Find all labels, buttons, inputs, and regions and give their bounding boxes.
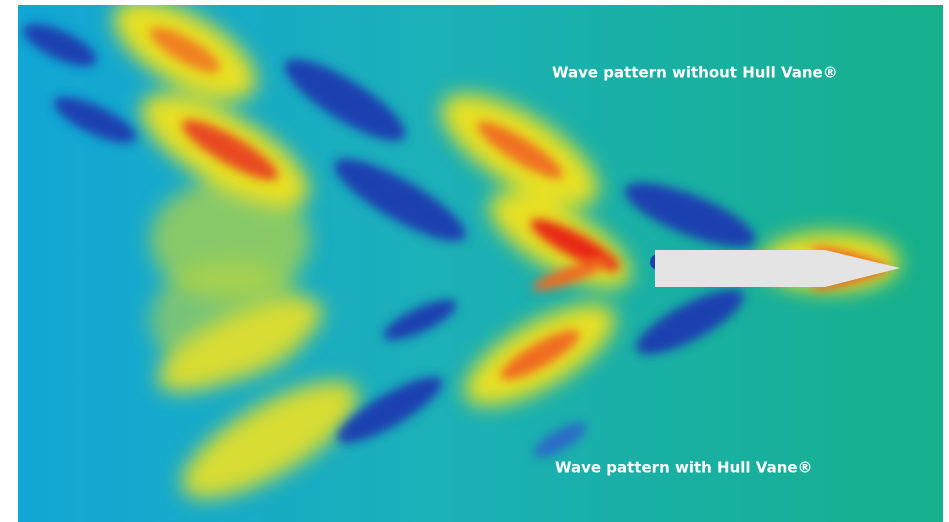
bottom-label: Wave pattern with Hull Vane® — [555, 459, 813, 477]
wave-figure: Wave pattern without Hull Vane® Wave pat… — [0, 0, 949, 522]
simulation-image: Wave pattern without Hull Vane® Wave pat… — [18, 0, 943, 522]
top-label: Wave pattern without Hull Vane® — [552, 64, 838, 82]
